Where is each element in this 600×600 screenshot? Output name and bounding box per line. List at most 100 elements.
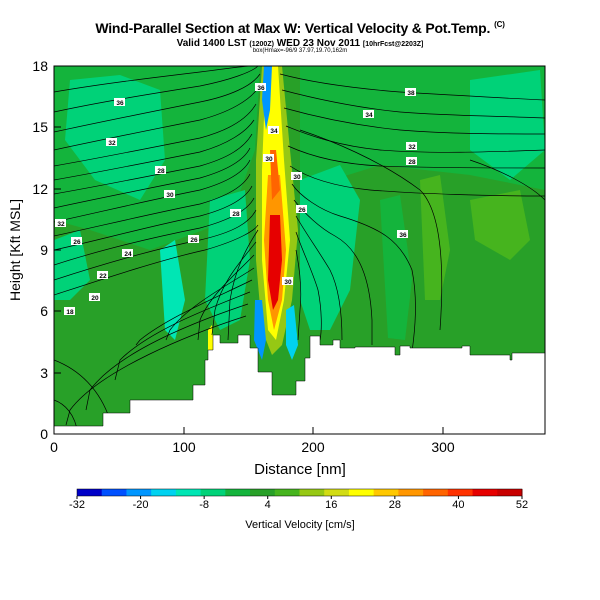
colorbar-tick-label: 4 — [265, 499, 271, 511]
box-info-line: box(Hmax=-96/9 37.97,19.70,162m — [252, 48, 348, 54]
svg-text:36: 36 — [116, 100, 124, 107]
y-tick-label: 6 — [40, 303, 48, 319]
svg-text:32: 32 — [57, 221, 65, 228]
contour-label: 36 — [397, 230, 408, 239]
svg-text:20: 20 — [91, 295, 99, 302]
field-patch-f — [420, 175, 450, 300]
velocity-field: 36 38 36 34 34 32 32 30 28 28 30 30 28 2… — [54, 66, 545, 434]
downdraft-top — [262, 66, 272, 130]
contour-label: 30 — [291, 172, 302, 181]
field-patch-b — [470, 70, 545, 180]
x-tick-label: 0 — [50, 439, 58, 455]
svg-text:18: 18 — [66, 309, 74, 316]
x-tick-labels: 0 100 200 300 — [50, 439, 455, 455]
x-tick-label: 100 — [172, 439, 196, 455]
y-tick-labels: 0 3 6 9 12 15 18 — [32, 58, 48, 442]
colorbar-swatch — [175, 489, 202, 496]
contour-label: 30 — [282, 277, 293, 286]
svg-text:30: 30 — [293, 174, 301, 181]
updraft-upper-core — [270, 150, 280, 200]
colorbar-swatch — [77, 489, 103, 496]
colorbar-tick-label: -20 — [133, 499, 149, 511]
svg-text:32: 32 — [408, 144, 416, 151]
svg-text:30: 30 — [166, 192, 174, 199]
svg-text:28: 28 — [157, 168, 165, 175]
svg-text:30: 30 — [265, 156, 273, 163]
contour-label: 28 — [230, 209, 241, 218]
y-axis-label: Height [Kft MSL] — [7, 199, 23, 301]
svg-text:34: 34 — [365, 112, 373, 119]
chart-title: Wind-Parallel Section at Max W: Vertical… — [95, 20, 505, 36]
contour-label: 38 — [405, 88, 416, 97]
contour-label: 28 — [406, 157, 417, 166]
svg-text:36: 36 — [399, 232, 407, 239]
contour-label: 30 — [263, 154, 274, 163]
contour-label: 26 — [188, 235, 199, 244]
svg-text:36: 36 — [257, 85, 265, 92]
colorbar-swatch — [126, 489, 152, 496]
y-tick-label: 18 — [32, 58, 48, 74]
y-tick-label: 0 — [40, 426, 48, 442]
contour-label: 36 — [114, 98, 125, 107]
contour-label: 36 — [255, 83, 266, 92]
contour-label: 18 — [64, 307, 75, 316]
colorbar: -32 -20 -8 4 16 28 40 52 — [69, 488, 528, 511]
y-tick-label: 15 — [32, 119, 48, 135]
x-tick-label: 200 — [301, 439, 325, 455]
colorbar-tick-label: -8 — [199, 499, 209, 511]
colorbar-swatch — [324, 489, 350, 496]
x-tick-label: 300 — [431, 439, 455, 455]
colorbar-swatch — [497, 489, 523, 496]
y-tick-label: 9 — [40, 242, 48, 258]
field-patch-c — [300, 165, 360, 330]
field-patch-h — [160, 240, 185, 340]
field-patch-g — [54, 230, 90, 300]
terrain — [53, 334, 546, 435]
svg-text:28: 28 — [408, 159, 416, 166]
colorbar-swatch — [274, 489, 300, 496]
colorbar-tick-label: 52 — [516, 499, 528, 511]
contour-label: 30 — [164, 190, 175, 199]
contour-label: 34 — [268, 126, 279, 135]
svg-text:30: 30 — [284, 279, 292, 286]
colorbar-swatch — [101, 489, 127, 496]
colorbar-frame — [76, 488, 523, 497]
theta-contours — [54, 66, 545, 434]
axis-ticks — [53, 65, 444, 435]
colorbar-swatch — [299, 489, 325, 496]
contour-label: 26 — [296, 205, 307, 214]
y-tick-label: 12 — [32, 181, 48, 197]
svg-text:26: 26 — [298, 207, 306, 214]
contour-label-group: 36 38 36 34 34 32 32 30 28 28 30 30 28 2… — [55, 83, 417, 316]
colorbar-tick-label: 40 — [452, 499, 464, 511]
colorbar-swatch — [423, 489, 449, 496]
svg-text:38: 38 — [407, 90, 415, 97]
contour-label: 20 — [89, 293, 100, 302]
colorbar-swatch — [373, 489, 399, 496]
contour-label: 22 — [97, 271, 108, 280]
svg-text:22: 22 — [99, 273, 107, 280]
field-patch-i — [470, 190, 530, 260]
svg-text:28: 28 — [232, 211, 240, 218]
colorbar-tick-label: 28 — [389, 499, 401, 511]
svg-text:24: 24 — [124, 251, 132, 258]
colorbar-swatch — [200, 489, 226, 496]
contour-label: 32 — [406, 142, 417, 151]
svg-text:34: 34 — [270, 128, 278, 135]
contour-label: 28 — [155, 166, 166, 175]
svg-text:26: 26 — [190, 237, 198, 244]
downdraft-low-a — [254, 300, 266, 360]
x-axis-label: Distance [nm] — [254, 461, 346, 478]
colorbar-swatch — [472, 489, 498, 496]
y-tick-label: 3 — [40, 365, 48, 381]
colorbar-tick-label: -32 — [69, 499, 85, 511]
svg-text:26: 26 — [73, 239, 81, 246]
colorbar-label: Vertical Velocity [cm/s] — [245, 519, 354, 531]
contour-label: 26 — [71, 237, 82, 246]
colorbar-tick-label: 16 — [325, 499, 337, 511]
contour-label: 34 — [363, 110, 374, 119]
contour-label: 24 — [122, 249, 133, 258]
downdraft-low-b — [286, 305, 298, 360]
valid-time-line: Valid 1400 LST (1200Z) WED 23 Nov 2011 [… — [176, 38, 424, 49]
